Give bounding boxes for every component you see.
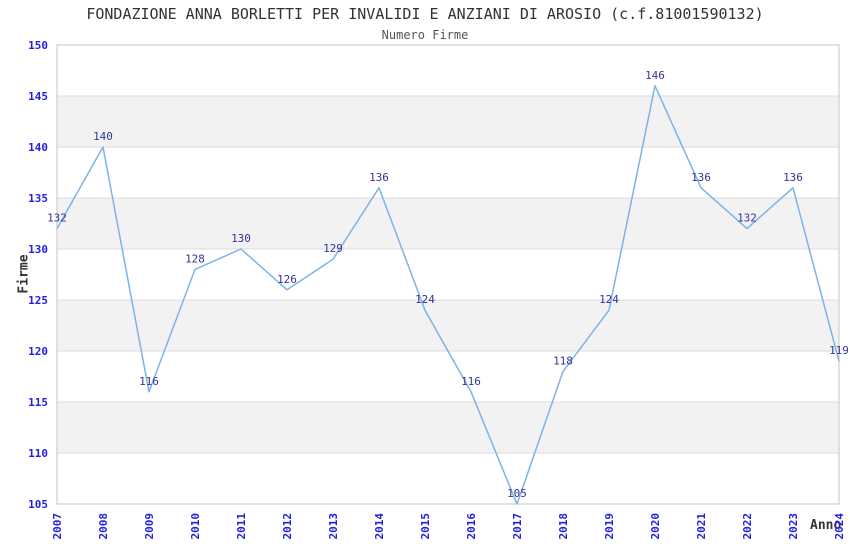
x-axis-title: Anno	[810, 518, 842, 533]
x-tick-label: 2012	[281, 513, 294, 540]
point-label: 126	[277, 273, 297, 286]
chart-title: FONDAZIONE ANNA BORLETTI PER INVALIDI E …	[86, 5, 764, 23]
plot-border	[56, 44, 840, 505]
x-tick-label: 2013	[327, 513, 340, 540]
point-label: 124	[599, 293, 619, 306]
point-label: 132	[47, 212, 67, 225]
x-tick-label: 2024	[833, 513, 846, 540]
x-tick-label: 2018	[557, 513, 570, 540]
point-label: 105	[507, 487, 527, 500]
x-tick-label: 2021	[695, 513, 708, 540]
x-tick-label: 2008	[97, 513, 110, 540]
point-label: 128	[185, 252, 205, 265]
y-tick-label: 150	[28, 39, 48, 52]
series-line	[56, 85, 840, 505]
y-tick-label: 110	[28, 447, 48, 460]
point-label: 136	[691, 171, 711, 184]
point-label: 130	[231, 232, 251, 245]
x-tick-label: 2009	[143, 513, 156, 540]
y-tick-label: 135	[28, 192, 48, 205]
y-tick-label: 115	[28, 396, 48, 409]
point-label: 146	[645, 69, 665, 82]
x-tick-label: 2019	[603, 513, 616, 540]
x-tick-label: 2017	[511, 513, 524, 540]
x-tick-label: 2016	[465, 513, 478, 540]
y-tick-label: 145	[28, 90, 48, 103]
point-label: 136	[783, 171, 803, 184]
point-label: 124	[415, 293, 435, 306]
y-tick-label: 125	[28, 294, 48, 307]
grid-band	[57, 300, 839, 351]
x-tick-label: 2020	[649, 513, 662, 540]
x-tick-label: 2007	[51, 513, 64, 540]
grid-band	[57, 96, 839, 147]
x-tick-label: 2014	[373, 513, 386, 540]
y-tick-label: 105	[28, 498, 48, 511]
y-tick-label: 120	[28, 345, 48, 358]
point-label: 116	[461, 375, 481, 388]
y-tick-label: 140	[28, 141, 48, 154]
point-label: 116	[139, 375, 159, 388]
point-label: 140	[93, 130, 113, 143]
point-label: 129	[323, 242, 343, 255]
x-tick-label: 2011	[235, 513, 248, 540]
x-tick-label: 2023	[787, 513, 800, 540]
x-tick-label: 2022	[741, 513, 754, 540]
x-tick-label: 2010	[189, 513, 202, 540]
chart-subtitle: Numero Firme	[381, 28, 469, 42]
x-tick-label: 2015	[419, 513, 432, 540]
y-tick-label: 130	[28, 243, 48, 256]
point-label: 118	[553, 354, 573, 367]
grid-band	[57, 402, 839, 453]
grid-band	[57, 198, 839, 249]
point-label: 132	[737, 212, 757, 225]
point-label: 136	[369, 171, 389, 184]
point-label: 119	[829, 344, 849, 357]
